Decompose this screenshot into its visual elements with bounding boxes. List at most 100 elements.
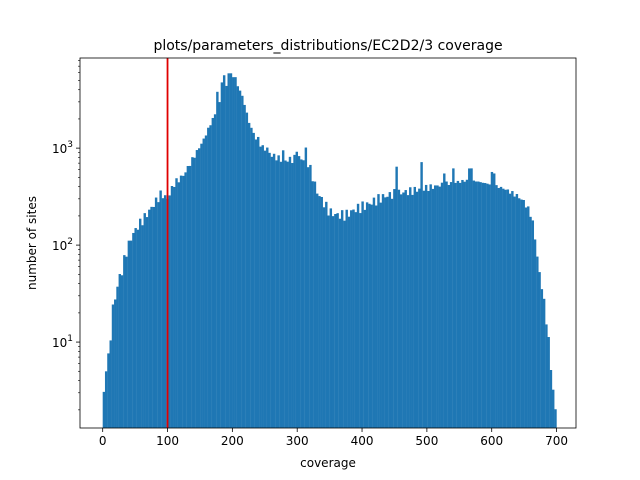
histogram-bar [449,182,453,428]
histogram-bar [540,289,544,428]
histogram-bar [261,145,264,428]
histogram-bar [259,146,262,428]
histogram-bar [245,112,249,429]
x-tick-label: 600 [480,434,503,448]
histogram-bar [123,255,126,428]
histogram-bar [304,147,308,429]
histogram-bar [170,186,174,428]
histogram-bar [177,182,180,428]
histogram-bar [542,298,546,428]
x-tick-label: 500 [415,434,438,448]
histogram-bar [252,132,255,428]
histogram-bar [409,187,412,428]
histogram-bar [379,202,382,428]
histogram-bar [211,117,215,428]
histogram-bar [134,228,137,428]
histogram-bar [502,188,505,428]
histogram-bar [368,203,371,428]
histogram-bar [232,77,235,429]
histogram-bar [227,73,230,428]
histogram-bar [356,203,360,428]
histogram-bar [343,220,346,428]
histogram-bar [388,192,392,428]
histogram-bar [456,180,460,428]
histogram-bar [549,370,553,428]
histogram-bar [554,409,557,428]
histogram-bar [488,184,491,428]
histogram-bar [524,207,528,428]
histogram-bar [404,190,407,428]
histogram-bar [209,125,212,429]
histogram-bar [102,391,106,428]
histogram-bar [393,189,396,428]
histogram-bar [345,209,348,428]
histogram-bar [204,135,208,429]
histogram-bar [157,202,160,428]
histogram-bar [154,197,158,428]
histogram-bar [474,181,478,428]
histogram-bar [402,192,405,428]
histogram-bar [406,195,410,428]
histogram-bar [127,240,131,428]
histogram-bar [506,189,510,428]
histogram-bar [490,171,494,428]
histogram-bar [145,217,149,428]
histogram-bar [420,162,423,429]
histogram-bar [104,371,108,428]
x-tick-label: 700 [545,434,568,448]
x-tick-label: 400 [351,434,374,448]
histogram-bar [139,218,142,428]
histogram-bar [316,193,319,428]
histogram-bar [497,188,500,428]
histogram-bar [390,198,394,428]
histogram-bar [381,194,385,428]
histogram-bar [295,151,298,429]
histogram-bar [254,139,258,428]
histogram-bar [198,148,201,429]
histogram-bar [340,210,344,428]
histogram-bar [454,182,457,428]
histogram-bar [263,150,267,428]
histogram-bar [161,198,165,428]
histogram-bar [243,104,246,428]
x-tick-label: 200 [221,434,244,448]
y-axis-label: number of sites [25,196,39,290]
histogram-bar [361,201,364,428]
histogram-bar [331,216,335,428]
histogram-bar [399,194,403,428]
histogram-bar [468,168,471,428]
histogram-bar [270,156,274,428]
histogram-bar [247,122,251,428]
histogram-bar [173,186,176,428]
chart-title: plots/parameters_distributions/EC2D2/3 c… [153,38,502,54]
histogram-bar [508,193,512,428]
histogram-bar [109,340,112,428]
histogram-bar [350,210,353,428]
histogram-bar [311,181,314,428]
histogram-bar [129,240,133,428]
histogram-bar [427,191,430,428]
histogram-bar [193,157,196,428]
histogram-bar [188,165,192,428]
histogram-bar [529,216,532,428]
histogram-bar [384,197,387,428]
histogram-bar [291,163,294,428]
histogram-bar [338,218,342,428]
histogram-bar [229,73,233,429]
histogram-bar [168,195,171,428]
histogram-bar [545,324,548,428]
histogram-bar [202,138,205,428]
histogram-bar [327,215,330,428]
histogram-bar [522,200,525,428]
histogram-bar [511,191,514,428]
histogram-bar [527,206,530,428]
histogram-bar [375,205,378,428]
histogram-bar [445,181,448,428]
histogram-bar [483,183,487,428]
histogram-bar [300,159,303,428]
histogram-bar [397,189,401,428]
histogram-bar [440,182,444,428]
histogram-bar [222,75,226,428]
histogram-bar [236,86,239,428]
